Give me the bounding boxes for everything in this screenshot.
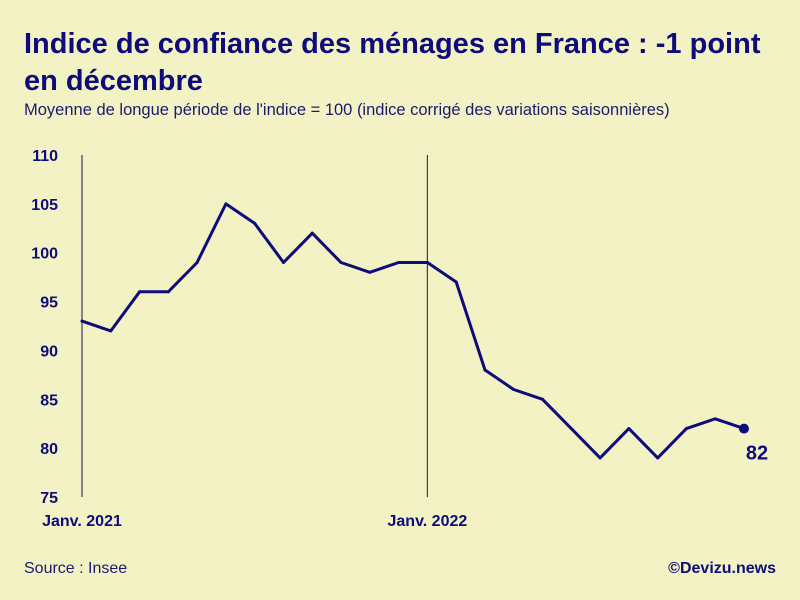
y-tick-label: 80 — [40, 441, 58, 458]
series-points — [80, 202, 749, 460]
data-point — [483, 368, 487, 372]
y-tick-label: 100 — [31, 246, 58, 263]
data-point — [598, 456, 602, 460]
data-point — [569, 427, 573, 431]
data-point — [166, 290, 170, 294]
y-tick-label: 105 — [31, 197, 58, 214]
y-tick-label: 110 — [32, 148, 58, 165]
last-data-point — [739, 423, 749, 434]
data-point — [224, 202, 228, 206]
data-point — [253, 221, 257, 225]
data-point — [195, 260, 199, 264]
data-point — [109, 329, 113, 333]
chart-subtitle: Moyenne de longue période de l'indice = … — [24, 101, 670, 119]
data-point — [541, 397, 545, 401]
data-point — [339, 260, 343, 264]
source-note: Source : Insee — [24, 560, 128, 577]
x-axis-markers: Janv. 2021 Janv. 2022 — [42, 155, 467, 530]
y-tick-label: 90 — [40, 343, 58, 360]
data-point — [80, 319, 84, 323]
y-tick-label: 85 — [40, 392, 58, 409]
x-tick-label: Janv. 2022 — [388, 513, 468, 530]
y-tick-label: 95 — [40, 295, 58, 312]
y-tick-label: 75 — [40, 490, 58, 507]
data-point — [425, 260, 429, 264]
data-point — [684, 427, 688, 431]
data-point — [512, 388, 516, 392]
data-point — [454, 280, 458, 284]
x-tick-label: Janv. 2021 — [42, 513, 122, 530]
y-axis-ticks: 110 105 100 95 90 85 80 75 — [31, 148, 58, 507]
data-point — [138, 290, 142, 294]
last-value-label: 82 — [746, 443, 768, 465]
credit-note: ©Devizu.news — [668, 560, 776, 577]
data-point — [713, 417, 717, 421]
data-point — [627, 427, 631, 431]
data-point — [310, 231, 314, 235]
data-point — [281, 260, 285, 264]
data-point — [368, 270, 372, 274]
chart-title: Indice de confiance des ménages en Franc… — [24, 28, 761, 97]
data-point — [397, 260, 401, 264]
data-point — [656, 456, 660, 460]
series-line — [80, 202, 746, 460]
